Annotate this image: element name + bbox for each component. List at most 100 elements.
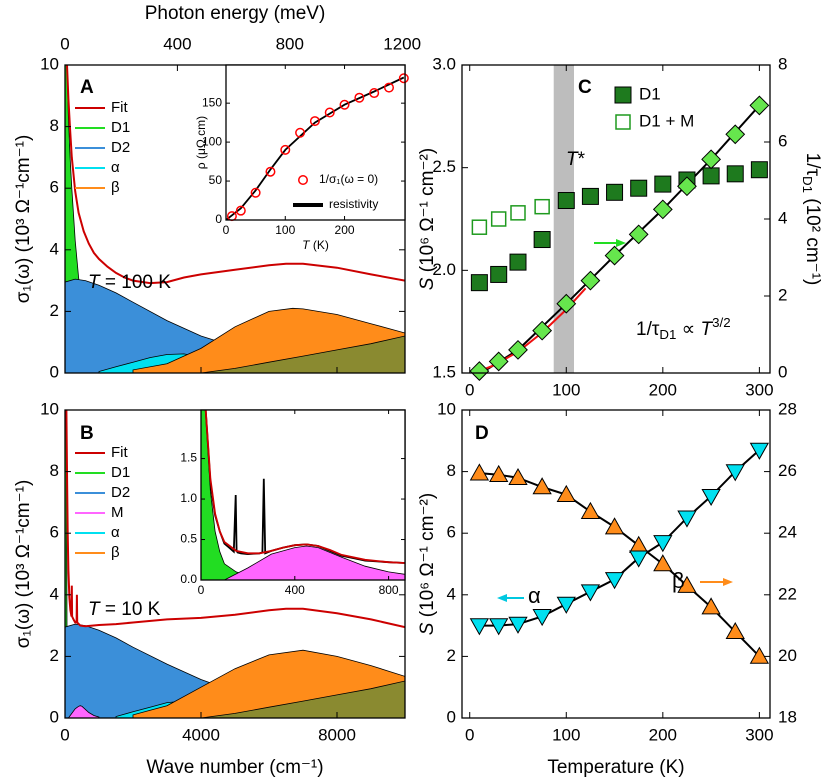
plot-frame bbox=[200, 409, 406, 581]
marker bbox=[471, 219, 488, 235]
y2-axis-label: 1/τD1 (10² cm⁻¹) bbox=[800, 153, 823, 286]
y-tick-label: 2.0 bbox=[432, 260, 456, 279]
marker bbox=[490, 211, 507, 227]
y-tick-label: 1.5 bbox=[432, 362, 456, 381]
plot-frame bbox=[461, 409, 771, 719]
text-part: S bbox=[417, 622, 438, 635]
marker bbox=[508, 339, 528, 360]
x-tick-label: 0 bbox=[465, 725, 474, 744]
text-part: ∝ bbox=[676, 319, 700, 340]
arrow-head bbox=[616, 239, 626, 247]
y-tick-label: 1.5 bbox=[180, 451, 197, 465]
legend-label: α bbox=[111, 524, 120, 541]
legend-label: D1 bbox=[639, 84, 661, 103]
plot-area bbox=[201, 410, 405, 580]
marker bbox=[604, 572, 625, 590]
y2-tick-label: 20 bbox=[778, 646, 797, 665]
area bbox=[224, 545, 405, 580]
x2-tick-label: 0 bbox=[60, 34, 69, 53]
y-tick-label: 8 bbox=[50, 461, 59, 480]
marker bbox=[629, 550, 649, 568]
x2-tick-label: 1200 bbox=[383, 34, 421, 53]
y2-tick-label: 28 bbox=[778, 399, 797, 418]
y2-tick-label: 6 bbox=[778, 131, 787, 150]
x-tick-label: 0 bbox=[60, 725, 69, 744]
legend-label: D2 bbox=[111, 484, 130, 501]
x-tick-label: 4000 bbox=[182, 725, 220, 744]
marker bbox=[628, 224, 649, 245]
marker bbox=[749, 646, 770, 664]
y2-tick-label: 26 bbox=[778, 461, 797, 480]
marker bbox=[280, 144, 291, 155]
line bbox=[65, 410, 405, 629]
legend-label: Fit bbox=[111, 444, 128, 461]
y-tick-label: 10 bbox=[437, 399, 456, 418]
y-tick-label: 0 bbox=[215, 212, 222, 226]
y-tick-label: 2 bbox=[50, 301, 59, 320]
marker bbox=[606, 183, 624, 201]
y-tick-label: 0 bbox=[50, 362, 59, 381]
marker bbox=[702, 167, 720, 185]
text-part: T bbox=[302, 238, 311, 252]
legend-marker bbox=[614, 86, 632, 104]
legend-label: D1 bbox=[111, 119, 130, 136]
y-tick-label: 6 bbox=[50, 523, 59, 542]
y-tick-label: 10 bbox=[40, 54, 59, 73]
marker bbox=[509, 253, 527, 271]
text-part: T bbox=[566, 149, 579, 170]
text-part: (10⁶ Ω⁻¹ cm⁻²) bbox=[417, 493, 438, 623]
x-tick-label: 800 bbox=[379, 583, 399, 597]
marker bbox=[556, 293, 577, 314]
line bbox=[204, 410, 405, 564]
marker bbox=[749, 95, 770, 116]
marker bbox=[488, 351, 509, 372]
marker bbox=[556, 596, 576, 614]
y-axis-label: S (10⁶ Ω⁻¹ cm⁻²) bbox=[417, 148, 438, 290]
marker bbox=[508, 616, 528, 634]
plot-area bbox=[65, 65, 405, 373]
marker bbox=[532, 609, 552, 627]
arrow-head bbox=[497, 594, 507, 602]
marker bbox=[533, 231, 551, 249]
y-axis-label: σ₁(ω) (10³ Ω⁻¹cm⁻¹) bbox=[13, 480, 34, 649]
marker bbox=[235, 205, 246, 216]
text-part: D1 bbox=[659, 327, 676, 342]
marker bbox=[534, 198, 550, 215]
legend-label: α bbox=[111, 159, 120, 176]
y-tick-label: 1.0 bbox=[180, 491, 197, 505]
marker bbox=[557, 192, 575, 210]
legend-label: Fit bbox=[111, 99, 128, 116]
text-part: S bbox=[417, 277, 438, 290]
marker bbox=[510, 205, 526, 221]
y-tick-label: 8 bbox=[50, 116, 59, 135]
marker bbox=[354, 92, 365, 103]
annotation: T = 100 K bbox=[88, 272, 171, 293]
marker bbox=[630, 179, 648, 197]
line bbox=[66, 65, 405, 285]
marker bbox=[749, 442, 770, 460]
marker bbox=[339, 99, 350, 110]
y2-tick-label: 22 bbox=[778, 584, 797, 603]
marker bbox=[250, 187, 261, 198]
legend-label: β bbox=[111, 179, 120, 196]
line bbox=[480, 104, 761, 373]
marker bbox=[701, 149, 722, 170]
text-part: T bbox=[88, 272, 101, 293]
y-tick-label: 0.5 bbox=[180, 532, 197, 546]
x2-axis-label: Photon energy (meV) bbox=[145, 3, 326, 24]
text-part: (10⁶ Ω⁻¹ cm⁻²) bbox=[417, 148, 438, 278]
y2-tick-label: 8 bbox=[778, 54, 787, 73]
panel-letter: D bbox=[475, 423, 489, 444]
text-part: 1/τ bbox=[636, 319, 660, 340]
x-tick-label: 0 bbox=[198, 583, 205, 597]
line bbox=[479, 472, 761, 658]
marker bbox=[469, 361, 490, 381]
marker bbox=[383, 82, 394, 93]
y2-tick-label: 18 bbox=[778, 707, 797, 726]
x-tick-label: 200 bbox=[649, 380, 677, 399]
marker bbox=[725, 124, 746, 145]
annotation: T = 10 K bbox=[88, 599, 161, 620]
marker bbox=[295, 127, 306, 138]
y-tick-label: 4 bbox=[50, 584, 59, 603]
marker bbox=[604, 245, 625, 266]
